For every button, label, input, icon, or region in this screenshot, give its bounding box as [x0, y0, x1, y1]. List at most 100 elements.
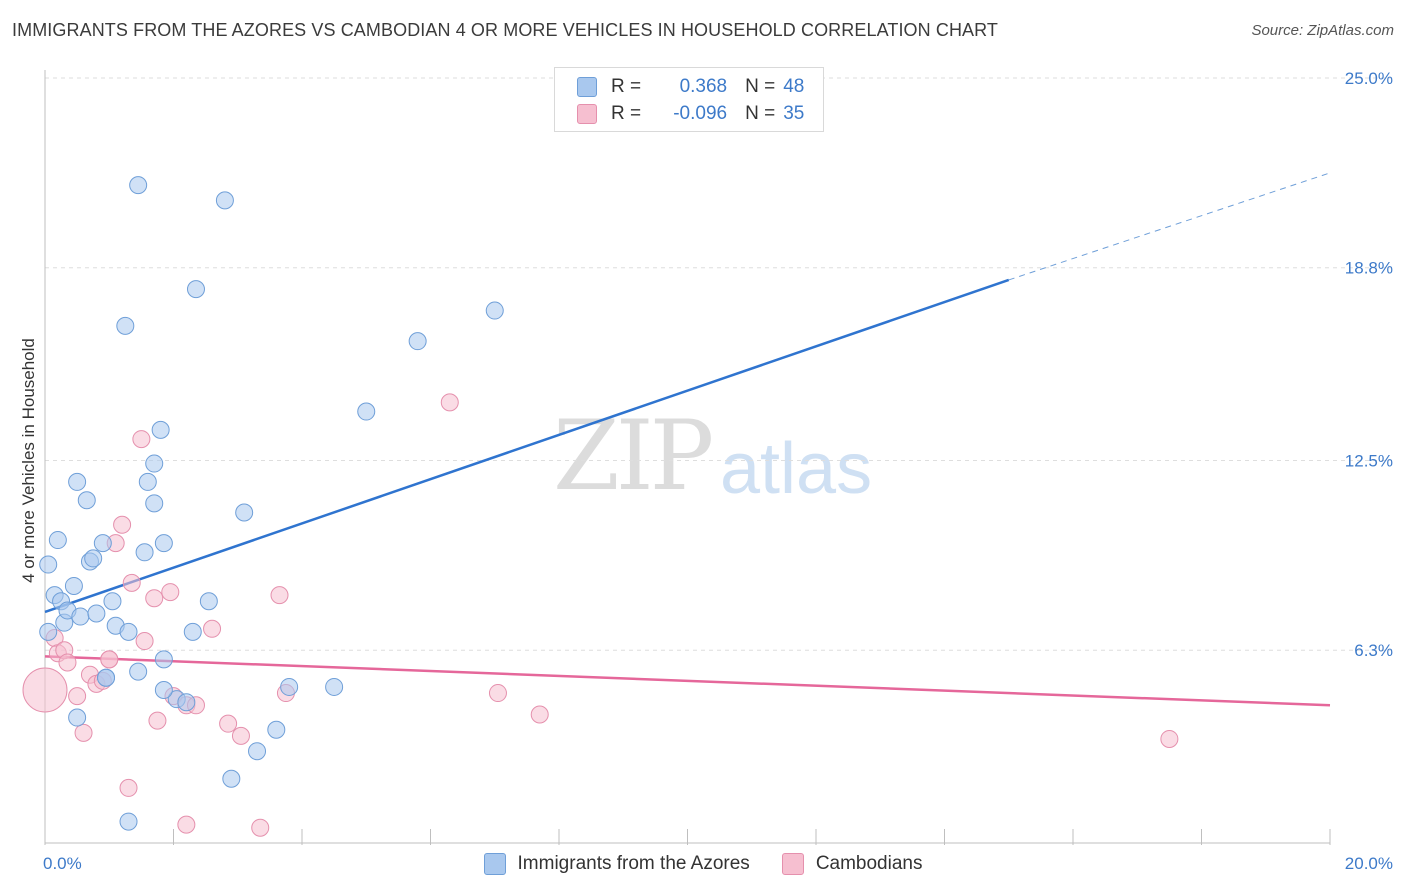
legend-row-azores: R = 0.368 N = 48: [577, 75, 804, 99]
point-azores-24: [138, 472, 157, 491]
point-cambodians-32: [530, 705, 549, 724]
series-swatch-cambodians: [781, 853, 804, 875]
point-azores-20: [119, 622, 138, 641]
point-azores-9: [68, 708, 87, 727]
series-label-cambodians: Cambodians: [815, 853, 923, 874]
legend-n-value-azores: 48: [783, 76, 805, 97]
y-tick-label-2: 18.8%: [1345, 259, 1393, 278]
point-cambodians-17: [145, 589, 164, 608]
chart-title: IMMIGRANTS FROM THE AZORES VS CAMBODIAN …: [12, 20, 999, 40]
data-points: [22, 176, 1179, 837]
watermark-zip: ZIP: [553, 400, 714, 512]
point-azores-33: [186, 280, 205, 299]
point-azores-32: [183, 622, 202, 641]
point-azores-35: [215, 191, 234, 210]
x-tick-label-1: 20.0%: [1345, 854, 1393, 873]
point-azores-1: [39, 622, 58, 641]
point-azores-25: [145, 454, 164, 473]
trend-line-azores: [44, 278, 1010, 614]
point-azores-37: [222, 769, 241, 788]
trend-line-azores-extension: [1008, 172, 1331, 281]
point-azores-28: [154, 534, 173, 553]
point-cambodians-16: [135, 632, 154, 651]
point-azores-43: [357, 402, 376, 421]
legend-r-label: R =: [611, 76, 642, 97]
point-azores-36: [154, 681, 173, 699]
legend-r-value-azores: 0.368: [679, 76, 728, 97]
point-azores-40: [267, 720, 286, 739]
y-tick-label-3: 25.0%: [1345, 69, 1393, 88]
point-cambodians-27: [251, 818, 270, 837]
correlation-legend: R = 0.368 N = 48 R = -0.096 N = 35: [554, 67, 824, 132]
series-legend-cambodians[interactable]: Cambodians: [781, 853, 923, 875]
watermark-atlas: atlas: [720, 429, 873, 509]
point-cambodians-24: [203, 619, 222, 638]
legend-n-value-cambodians: 35: [783, 103, 805, 124]
point-azores-31: [177, 693, 196, 712]
source-note: Source: ZipAtlas.com: [1251, 22, 1394, 39]
point-cambodians-15: [132, 430, 151, 449]
y-tick-label-1: 12.5%: [1345, 452, 1393, 471]
point-cambodians-25: [219, 714, 238, 733]
point-azores-7: [64, 576, 83, 595]
point-azores-19: [116, 316, 135, 335]
y-tick-label-0: 6.3%: [1354, 641, 1393, 660]
point-azores-8: [68, 472, 87, 491]
point-cambodians-19: [161, 583, 180, 602]
legend-swatch-cambodians: [577, 104, 597, 124]
gridlines: [45, 77, 1392, 651]
point-cambodians-0: [22, 667, 68, 713]
legend-n-label: N =: [745, 103, 776, 124]
point-azores-38: [235, 503, 254, 522]
point-azores-44: [408, 332, 427, 351]
y-axis-title: 4 or more Vehicles in Household: [19, 338, 38, 583]
legend-r-label: R =: [611, 103, 642, 124]
point-azores-39: [248, 742, 267, 761]
point-cambodians-13: [119, 778, 138, 797]
point-cambodians-6: [74, 723, 93, 742]
point-azores-15: [93, 534, 112, 553]
legend-n-label: N =: [745, 76, 776, 97]
point-azores-29: [154, 650, 173, 669]
point-azores-23: [135, 543, 154, 562]
point-azores-10: [71, 607, 90, 626]
point-cambodians-5: [68, 687, 87, 706]
point-azores-41: [280, 677, 299, 696]
x-tick-label-0: 0.0%: [43, 854, 82, 873]
point-azores-11: [77, 491, 96, 510]
point-azores-27: [151, 420, 170, 439]
point-cambodians-21: [177, 815, 196, 834]
point-azores-22: [129, 662, 148, 681]
point-azores-26: [145, 494, 164, 513]
point-azores-42: [325, 677, 344, 696]
point-cambodians-4: [58, 653, 77, 672]
point-azores-21: [129, 176, 148, 195]
axes: [44, 70, 1331, 845]
trend-lines: [44, 172, 1331, 707]
series-label-azores: Immigrants from the Azores: [517, 853, 750, 874]
legend-r-value-cambodians: -0.096: [673, 103, 728, 124]
point-cambodians-28: [270, 586, 289, 605]
point-cambodians-12: [113, 515, 132, 534]
point-azores-46: [119, 812, 138, 831]
point-cambodians-18: [148, 711, 167, 730]
legend-swatch-azores: [577, 77, 597, 97]
point-azores-45: [485, 301, 504, 320]
point-cambodians-34: [100, 650, 119, 669]
point-azores-13: [84, 549, 103, 568]
legend-row-cambodians: R = -0.096 N = 35: [577, 102, 804, 126]
point-cambodians-33: [1160, 729, 1179, 748]
series-legend-azores[interactable]: Immigrants from the Azores: [483, 853, 750, 875]
axis-labels: 6.3% 12.5% 18.8% 25.0% 0.0% 20.0% 4 or more Ve…: [19, 69, 1393, 873]
point-azores-34: [199, 592, 218, 611]
point-cambodians-31: [488, 684, 507, 703]
point-cambodians-30: [440, 393, 459, 412]
series-swatch-azores: [483, 853, 506, 875]
series-legend: Immigrants from the Azores Cambodians: [0, 852, 1406, 876]
point-azores-14: [87, 604, 106, 623]
point-azores-47: [97, 668, 116, 687]
point-cambodians-14: [122, 573, 141, 592]
point-azores-0: [39, 555, 58, 574]
point-azores-17: [103, 592, 122, 611]
